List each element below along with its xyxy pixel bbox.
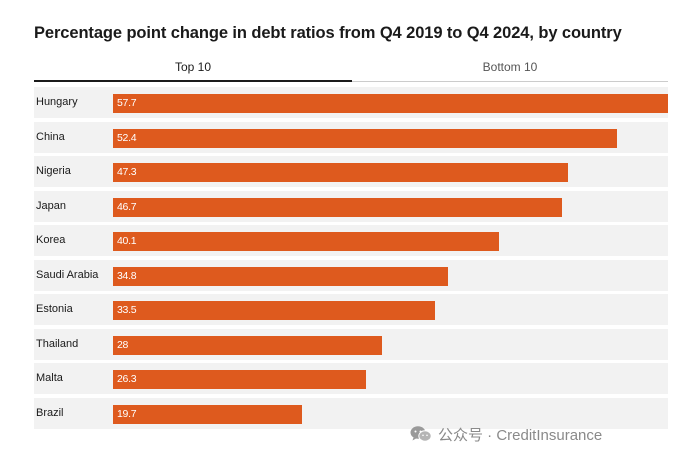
category-label: Estonia xyxy=(36,303,73,315)
bar xyxy=(113,404,303,424)
tab-top-10[interactable]: Top 10 xyxy=(34,54,352,82)
wechat-icon xyxy=(410,426,432,442)
bar xyxy=(113,301,436,320)
bar xyxy=(113,163,568,182)
category-label: Nigeria xyxy=(36,165,71,177)
category-label: Korea xyxy=(36,234,66,246)
category-label: Saudi Arabia xyxy=(36,268,99,281)
bar xyxy=(113,335,383,355)
category-label: Japan xyxy=(36,199,66,212)
bar-value-label: 33.5 xyxy=(117,304,137,316)
tab-bottom-10[interactable]: Bottom 10 xyxy=(352,54,668,82)
chart-row: Malta 26.3 xyxy=(34,363,668,394)
bar-chart: Hungary 57.7 China 52.4 Nigeria 47.3 Japan 46.7… xyxy=(34,87,668,432)
bar xyxy=(113,197,563,217)
category-label: China xyxy=(36,130,65,143)
category-label: Brazil xyxy=(36,406,64,419)
bar xyxy=(113,232,499,251)
chart-title: Percentage point change in debt ratios f… xyxy=(34,24,622,42)
bar xyxy=(113,266,448,286)
chart-row: Nigeria 47.3 xyxy=(34,156,668,187)
bar-value-label: 40.1 xyxy=(117,235,137,247)
bar-value-label: 52.4 xyxy=(117,131,137,144)
chart-row: Korea 40.1 xyxy=(34,225,668,256)
watermark: 公众号 · CreditInsurance xyxy=(410,424,602,444)
bar xyxy=(113,128,618,148)
bar-value-label: 19.7 xyxy=(117,407,137,420)
chart-row: Hungary 57.7 xyxy=(34,87,668,118)
bar xyxy=(113,94,668,113)
chart-row: Thailand 28 xyxy=(34,328,668,360)
bar-value-label: 26.3 xyxy=(117,373,137,385)
chart-row: China 52.4 xyxy=(34,121,668,153)
watermark-text: 公众号 · CreditInsurance xyxy=(438,426,603,444)
chart-row: Brazil 19.7 xyxy=(34,397,668,429)
chart-row: Estonia 33.5 xyxy=(34,294,668,325)
bar-value-label: 28 xyxy=(117,338,129,351)
bar-value-label: 46.7 xyxy=(117,200,137,213)
tab-bar: Top 10 Bottom 10 xyxy=(34,54,668,82)
chart-row: Saudi Arabia 34.8 xyxy=(34,259,668,291)
category-label: Malta xyxy=(36,372,63,384)
bar xyxy=(113,370,366,389)
bar-value-label: 57.7 xyxy=(117,97,137,109)
chart-row: Japan 46.7 xyxy=(34,190,668,222)
category-label: Hungary xyxy=(36,96,78,108)
category-label: Thailand xyxy=(36,337,79,350)
bar-value-label: 34.8 xyxy=(117,269,137,282)
bar-value-label: 47.3 xyxy=(117,166,137,178)
